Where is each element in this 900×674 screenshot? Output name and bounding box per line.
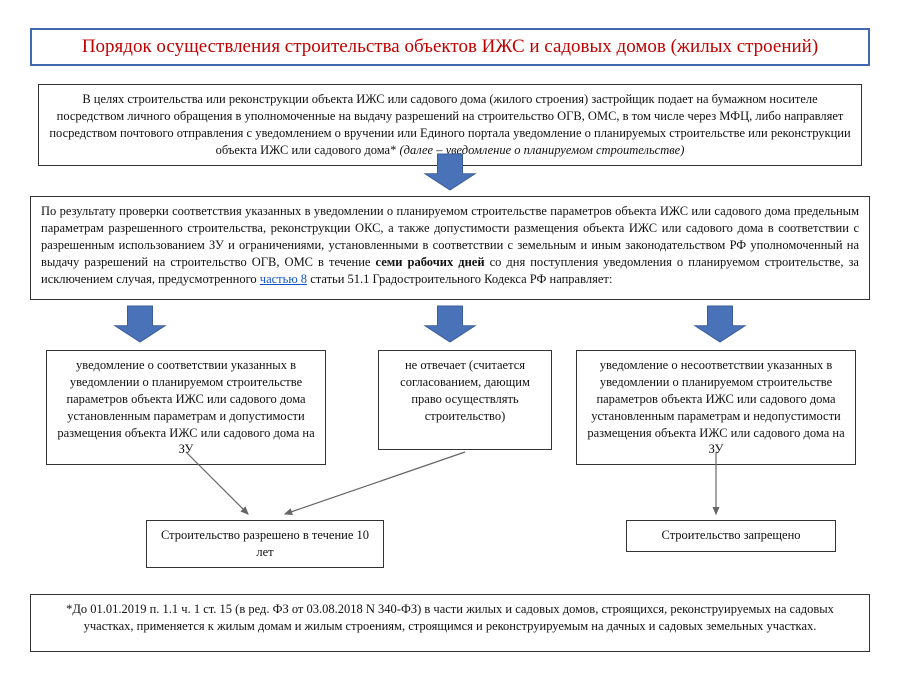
review-bold: семи рабочих дней bbox=[376, 255, 485, 269]
block-intro: В целях строительства или реконструкции … bbox=[38, 84, 862, 166]
title-box: Порядок осуществления строительства объе… bbox=[30, 28, 870, 66]
intro-italic: (далее – уведомление о планируемом строи… bbox=[399, 143, 684, 157]
footnote: *До 01.01.2019 п. 1.1 ч. 1 ст. 15 (в ред… bbox=[30, 594, 870, 652]
review-p3: статьи 51.1 Градостроительного Кодекса Р… bbox=[307, 272, 612, 286]
branch-mid: не отвечает (считается согласованием, да… bbox=[378, 350, 552, 450]
block-review: По результату проверки соответствия указ… bbox=[30, 196, 870, 300]
result-denied: Строительство запрещено bbox=[626, 520, 836, 552]
result-allowed: Строительство разрешено в течение 10 лет bbox=[146, 520, 384, 568]
branch-left: уведомление о соответствии указанных в у… bbox=[46, 350, 326, 465]
branch-right: уведомление о несоответствии указанных в… bbox=[576, 350, 856, 465]
title-text: Порядок осуществления строительства объе… bbox=[82, 36, 818, 57]
review-link[interactable]: частью 8 bbox=[260, 272, 307, 286]
